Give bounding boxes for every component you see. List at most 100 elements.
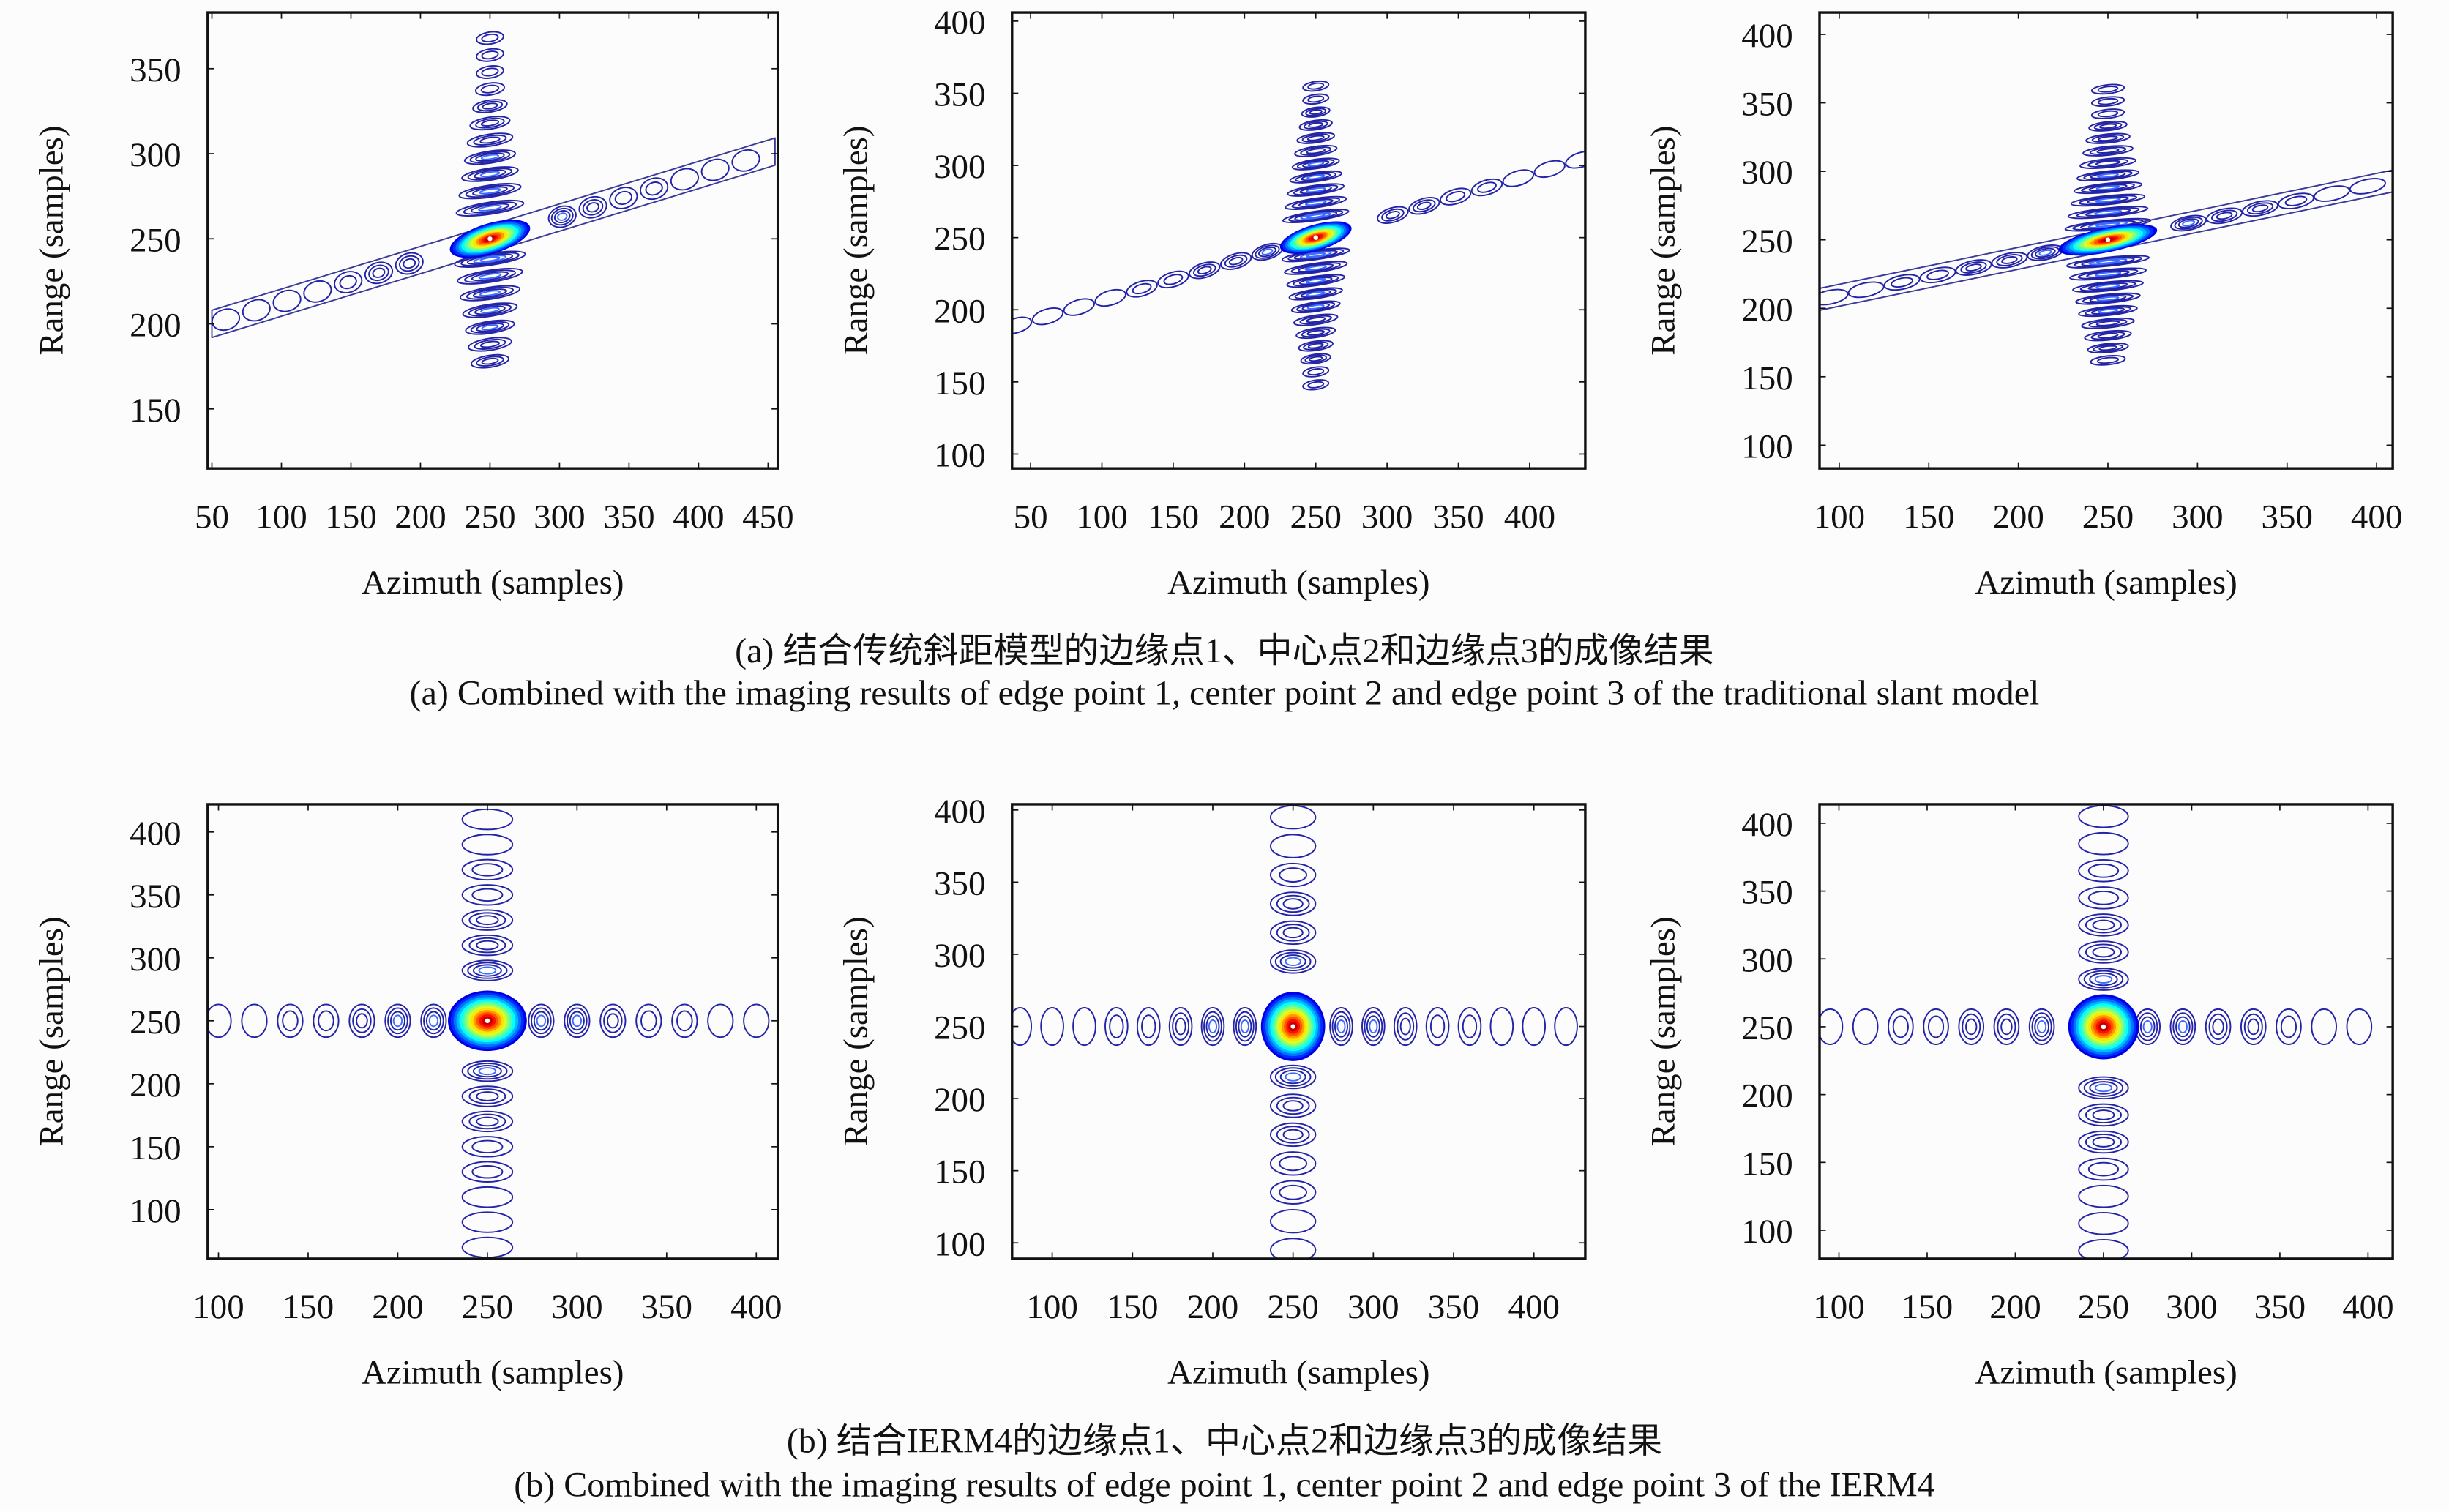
range-sidelobe xyxy=(480,119,500,127)
range-sidelobe xyxy=(471,888,504,902)
range-sidelobe xyxy=(1294,144,1338,157)
range-sidelobe xyxy=(2097,173,2119,179)
contour-lines xyxy=(1819,83,2393,366)
range-sidelobe xyxy=(1285,1072,1301,1082)
range-sidelobe xyxy=(2087,863,2120,878)
x-tick-label: 400 xyxy=(2351,498,2402,536)
range-sidelobe xyxy=(1279,1069,1306,1085)
range-sidelobe xyxy=(1276,924,1310,942)
azimuth-sidelobe xyxy=(1965,1018,1978,1036)
peak-marker xyxy=(1290,1024,1295,1029)
range-sidelobe xyxy=(2065,255,2150,269)
range-sidelobe xyxy=(472,1065,502,1078)
azimuth-sidelobe xyxy=(1072,1006,1096,1047)
x-tick-label: 300 xyxy=(2166,1288,2217,1326)
range-sidelobe xyxy=(475,152,505,162)
azimuth-sidelobe xyxy=(356,1013,368,1029)
range-sidelobe xyxy=(2078,1130,2129,1154)
x-tick-label: 350 xyxy=(603,498,654,536)
range-sidelobe xyxy=(2085,208,2131,217)
range-sidelobe xyxy=(1296,302,1336,312)
range-sidelobe xyxy=(469,116,511,131)
range-sidelobe xyxy=(471,271,509,282)
azimuth-sidelobe xyxy=(635,1003,662,1038)
azimuth-sidelobe xyxy=(743,1003,770,1038)
azimuth-sidelobe xyxy=(2035,247,2056,258)
azimuth-sidelobe xyxy=(1927,1015,1945,1038)
azimuth-sidelobe xyxy=(2276,1008,2302,1046)
range-sidelobe xyxy=(474,305,506,315)
range-sidelobe xyxy=(472,288,507,299)
y-tick-label: 100 xyxy=(130,1192,181,1230)
range-sidelobe xyxy=(2088,184,2128,192)
range-sidelobe xyxy=(1285,957,1301,967)
azimuth-sidelobe xyxy=(2174,216,2203,231)
x-tick-label: 400 xyxy=(2342,1288,2393,1326)
azimuth-sidelobe xyxy=(1197,266,1212,275)
azimuth-sidelobe xyxy=(1157,270,1189,289)
range-sidelobe xyxy=(2087,1161,2120,1177)
azimuth-sidelobe xyxy=(1883,274,1921,291)
range-sidelobe xyxy=(1293,275,1339,287)
azimuth-sidelobe xyxy=(1063,298,1096,316)
azimuth-sidelobe xyxy=(2206,207,2243,225)
range-sidelobe xyxy=(461,1136,514,1158)
x-tick-label: 150 xyxy=(325,498,376,536)
range-sidelobe xyxy=(1304,200,1327,206)
azimuth-sidelobe xyxy=(2349,178,2386,195)
range-sidelobe xyxy=(1282,927,1304,939)
range-sidelobe xyxy=(2075,292,2141,305)
x-tick-label: 250 xyxy=(1290,498,1342,536)
range-sidelobe xyxy=(1274,951,1312,972)
range-sidelobe xyxy=(471,1139,504,1154)
y-tick-label: 250 xyxy=(934,220,985,258)
x-tick-label: 350 xyxy=(2254,1288,2306,1326)
range-sidelobe xyxy=(1302,93,1330,105)
y-tick-label: 100 xyxy=(1741,1213,1792,1251)
azimuth-sidelobe xyxy=(1205,1015,1220,1038)
range-sidelobe xyxy=(2092,919,2115,931)
azimuth-sidelobe xyxy=(2170,214,2207,232)
range-sidelobe xyxy=(1290,300,1341,314)
range-sidelobe xyxy=(457,268,523,285)
range-sidelobe xyxy=(1303,120,1328,130)
azimuth-sidelobe xyxy=(387,1007,408,1035)
azimuth-sidelobe xyxy=(2251,204,2269,213)
range-sidelobe xyxy=(1293,184,1339,196)
range-sidelobe xyxy=(1305,108,1327,116)
x-tick-label: 100 xyxy=(1813,1288,1864,1326)
azimuth-sidelobe xyxy=(1251,242,1284,261)
range-sidelobe xyxy=(1306,316,1326,323)
range-sidelobe xyxy=(1303,341,1329,351)
range-sidelobe xyxy=(2085,306,2131,316)
azimuth-sidelobe xyxy=(582,199,604,216)
range-sidelobe xyxy=(2094,271,2122,277)
y-tick-label: 350 xyxy=(934,864,985,902)
range-sidelobe xyxy=(2090,354,2126,366)
azimuth-sidelobe xyxy=(2142,1019,2153,1033)
range-sidelobe xyxy=(480,84,500,94)
range-sidelobe xyxy=(2093,209,2123,215)
azimuth-sidelobe xyxy=(1502,169,1535,187)
azimuth-sidelobe xyxy=(1168,1006,1193,1047)
range-sidelobe xyxy=(2079,281,2136,292)
azimuth-sidelobe xyxy=(1334,1015,1348,1038)
range-sidelobe xyxy=(1301,133,1330,143)
azimuth-sidelobe xyxy=(1040,1006,1064,1047)
range-sidelobe xyxy=(478,966,497,975)
azimuth-sidelobe xyxy=(1381,208,1405,222)
caption-b-english: (b) Combined with the imaging results of… xyxy=(514,1464,1935,1504)
azimuth-sidelobe xyxy=(1960,261,1987,274)
azimuth-sidelobe xyxy=(1203,1011,1222,1042)
range-sidelobe xyxy=(2097,86,2119,93)
range-sidelobe xyxy=(1269,1208,1317,1234)
azimuth-sidelobe xyxy=(1955,259,1992,276)
azimuth-sidelobe xyxy=(1958,1008,1985,1046)
range-sidelobe xyxy=(2078,913,2129,937)
range-sidelobe xyxy=(2077,269,2139,280)
azimuth-sidelobe xyxy=(1965,263,1982,272)
azimuth-sidelobe xyxy=(536,1014,547,1028)
y-tick-label: 350 xyxy=(934,76,985,114)
azimuth-sidelobe xyxy=(1172,1012,1190,1041)
azimuth-sidelobe xyxy=(372,267,386,278)
